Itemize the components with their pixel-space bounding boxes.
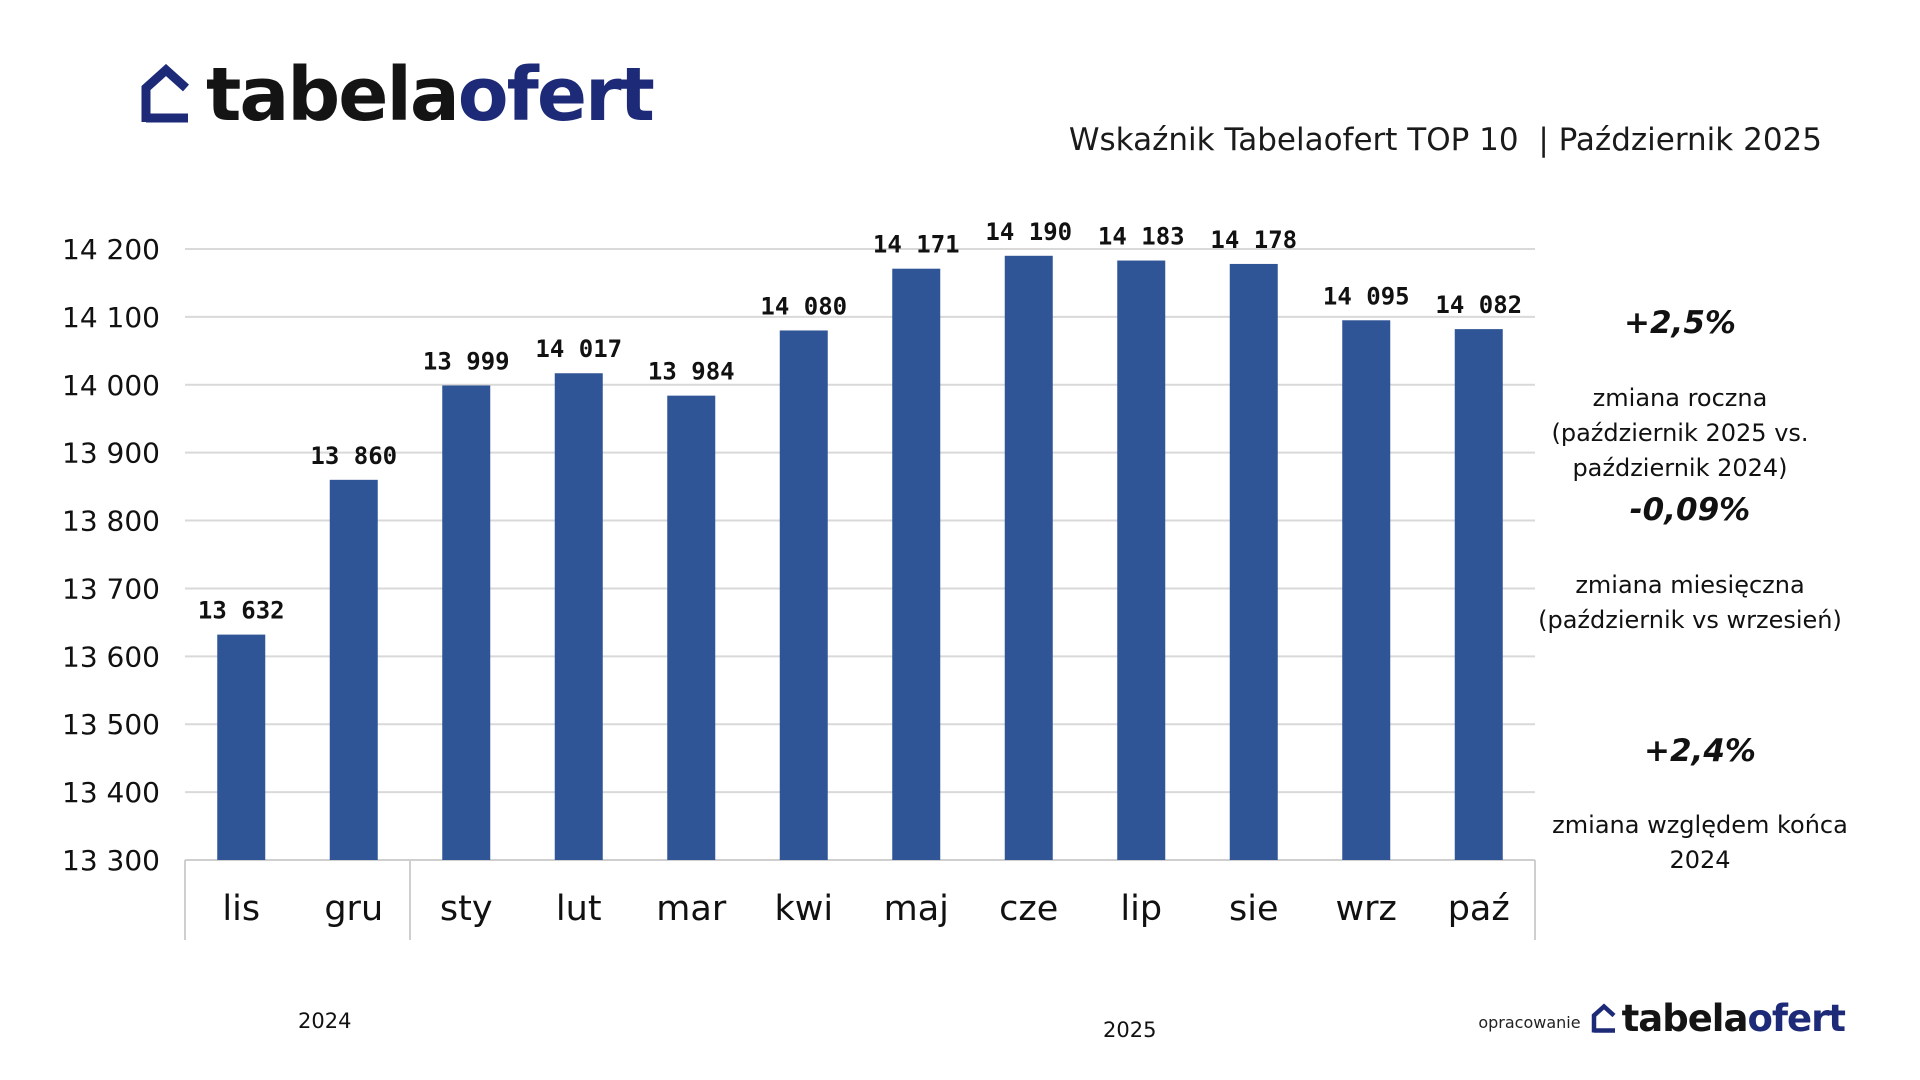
brand-logo-word2: ofert: [457, 52, 655, 138]
bar: [1117, 260, 1166, 860]
bar-value-label: 13 860: [310, 442, 397, 470]
bar-value-label: 14 082: [1435, 291, 1522, 319]
y-tick-label: 13 400: [62, 776, 160, 809]
x-category-label: gru: [324, 889, 383, 929]
stat-annual-desc: zmiana roczna (październik 2025 vs. paźd…: [1551, 384, 1809, 482]
y-tick-label: 13 500: [62, 708, 160, 741]
y-tick-label: 13 700: [62, 572, 160, 605]
x-category-label: sty: [440, 889, 493, 929]
stat-annual-value: +2,5%: [1624, 305, 1736, 341]
y-tick-label: 13 300: [62, 844, 160, 877]
bar: [667, 395, 716, 860]
house-logo-icon: [1591, 1002, 1616, 1033]
stat-monthly-value: -0,09%: [1629, 492, 1751, 528]
x-category-label: kwi: [774, 889, 833, 929]
bar: [554, 373, 603, 860]
house-logo-icon: [141, 64, 190, 123]
footer-brand: tabelaofert: [1621, 997, 1846, 1040]
bar: [1454, 329, 1503, 860]
x-category-label: lut: [556, 889, 602, 929]
stat-ytd-value: +2,4%: [1644, 733, 1756, 769]
bar: [217, 634, 266, 860]
bar-value-label: 14 080: [760, 292, 847, 320]
stat-ytd-desc: zmiana względem końca 2024: [1552, 811, 1848, 874]
bar-value-label: 14 190: [985, 218, 1072, 246]
bar: [442, 385, 491, 860]
brand-logo: tabela ofert: [140, 52, 655, 138]
bar-value-label: 14 171: [873, 231, 960, 259]
stat-monthly: -0,09%: [1555, 492, 1825, 528]
y-tick-label: 13 900: [62, 437, 160, 470]
x-category-label: sie: [1229, 889, 1279, 929]
bar: [329, 479, 378, 860]
x-category-label: mar: [656, 889, 727, 929]
bar-value-label: 14 095: [1323, 282, 1410, 310]
footer-brand-word2: ofert: [1747, 997, 1846, 1040]
bar-value-label: 13 999: [423, 347, 510, 375]
footer-credit: opracowanie tabelaofert: [1478, 997, 1846, 1040]
y-tick-label: 14 200: [62, 233, 160, 266]
year-label-2025: 2025: [1103, 1018, 1157, 1042]
x-category-label: wrz: [1336, 889, 1397, 929]
y-tick-label: 13 800: [62, 505, 160, 538]
footer-prefix: opracowanie: [1478, 1013, 1581, 1032]
bar: [1004, 255, 1053, 861]
x-category-label: lip: [1120, 889, 1162, 929]
footer-brand-word1: tabela: [1621, 997, 1749, 1040]
stat-annual: +2,5%: [1545, 305, 1815, 341]
stat-monthly-desc-box: zmiana miesięczna (październik vs wrzesi…: [1510, 568, 1870, 638]
bar: [779, 330, 828, 860]
y-tick-label: 14 100: [62, 301, 160, 334]
stat-ytd-desc-box: zmiana względem końca 2024: [1525, 808, 1875, 878]
x-category-label: maj: [884, 889, 949, 929]
chart-title: Wskaźnik Tabelaofert TOP 10 | Październi…: [1068, 122, 1822, 158]
x-category-label: paź: [1448, 889, 1510, 929]
y-tick-label: 13 600: [62, 640, 160, 673]
y-tick-label: 14 000: [62, 369, 160, 402]
bar-value-label: 14 178: [1210, 226, 1297, 254]
bar: [1342, 320, 1391, 860]
stat-monthly-desc: zmiana miesięczna (październik vs wrzesi…: [1538, 571, 1842, 634]
bar-value-label: 13 632: [198, 597, 285, 625]
x-category-label: cze: [999, 889, 1058, 929]
bar-value-label: 13 984: [648, 358, 735, 386]
year-label-2024: 2024: [298, 1009, 352, 1033]
bar: [892, 268, 941, 861]
stat-annual-desc-box: zmiana roczna (październik 2025 vs. paźd…: [1515, 381, 1845, 486]
stat-ytd: +2,4%: [1565, 733, 1835, 769]
bar: [1229, 263, 1278, 860]
brand-logo-word1: tabela: [206, 52, 460, 138]
bar-value-label: 14 183: [1098, 223, 1185, 251]
x-category-label: lis: [222, 889, 260, 929]
bar-value-label: 14 017: [535, 335, 622, 363]
